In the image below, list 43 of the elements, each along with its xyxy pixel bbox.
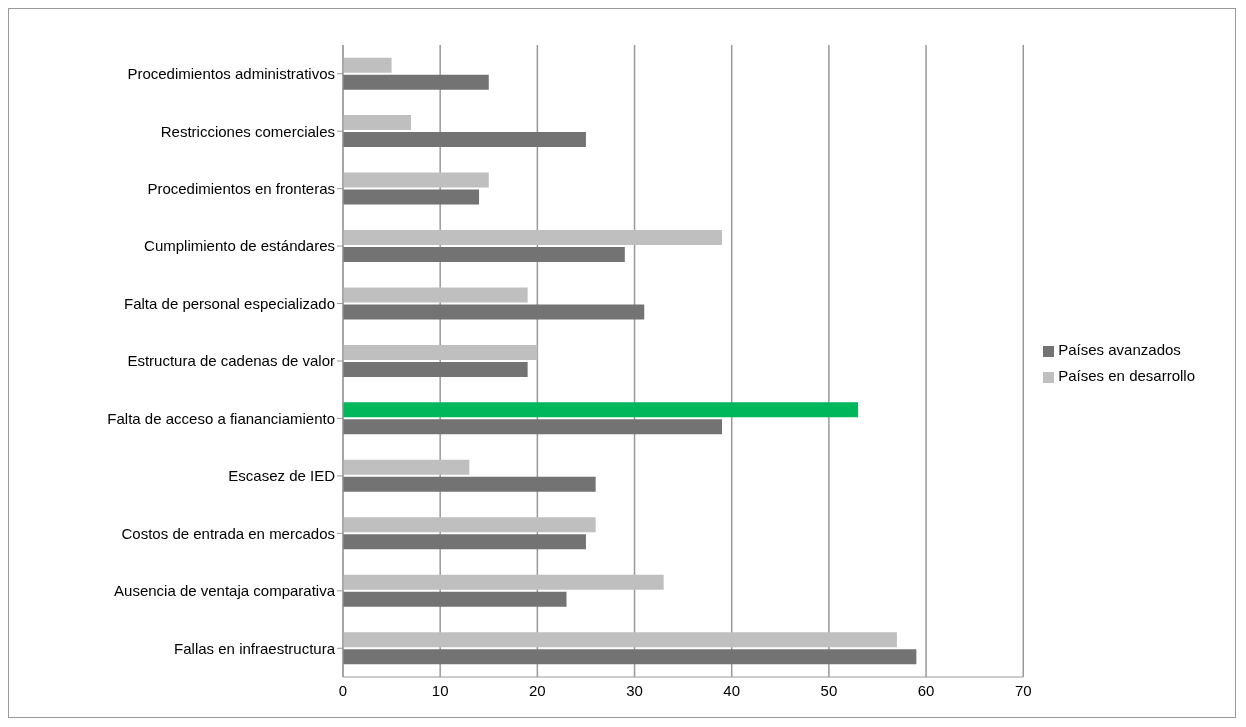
bar — [343, 574, 664, 590]
bar — [343, 459, 470, 475]
bar — [343, 57, 392, 73]
bar — [343, 189, 480, 205]
y-tick-label: Cumplimiento de estándares — [144, 237, 335, 255]
bar — [343, 304, 645, 320]
bar — [343, 361, 528, 377]
y-tick-label: Estructura de cadenas de valor — [127, 352, 335, 370]
bar — [343, 591, 567, 607]
bar — [343, 534, 586, 550]
bar — [343, 172, 489, 188]
bar — [343, 287, 528, 303]
bar — [343, 517, 596, 533]
x-tick-label: 40 — [723, 681, 741, 699]
legend-label: Países avanzados — [1058, 341, 1181, 358]
x-tick-label: 0 — [338, 681, 348, 699]
y-tick-label: Procedimientos en fronteras — [147, 179, 335, 197]
y-tick-label: Restricciones comerciales — [160, 122, 335, 140]
y-tick-label: Fallas en infraestructura — [174, 639, 336, 657]
bar — [343, 419, 722, 435]
y-tick-label: Falta de acceso a fiananciamiento — [107, 409, 335, 427]
bar — [343, 344, 538, 360]
y-tick-label: Procedimientos administrativos — [127, 65, 335, 83]
bar — [343, 230, 722, 245]
x-tick-label: 20 — [529, 681, 546, 699]
bar — [343, 476, 596, 492]
x-tick-label: 50 — [820, 681, 838, 699]
bar — [343, 132, 586, 148]
y-tick-label: Falta de personal especializado — [124, 294, 335, 312]
bar — [343, 115, 412, 131]
bar — [343, 247, 625, 262]
y-tick-label: Escasez de IED — [228, 467, 336, 485]
x-tick-label: 30 — [626, 681, 643, 699]
y-tick-label: Ausencia de ventaja comparativa — [114, 582, 336, 600]
bar — [343, 649, 917, 665]
x-tick-label: 10 — [431, 681, 449, 699]
bar — [343, 74, 489, 90]
x-tick-label: 60 — [917, 681, 935, 699]
x-tick-label: 70 — [1014, 681, 1032, 699]
bar — [343, 402, 859, 418]
bar — [343, 632, 897, 648]
legend-label: Países en desarrollo — [1058, 367, 1195, 384]
y-tick-label: Costos de entrada en mercados — [121, 524, 335, 542]
